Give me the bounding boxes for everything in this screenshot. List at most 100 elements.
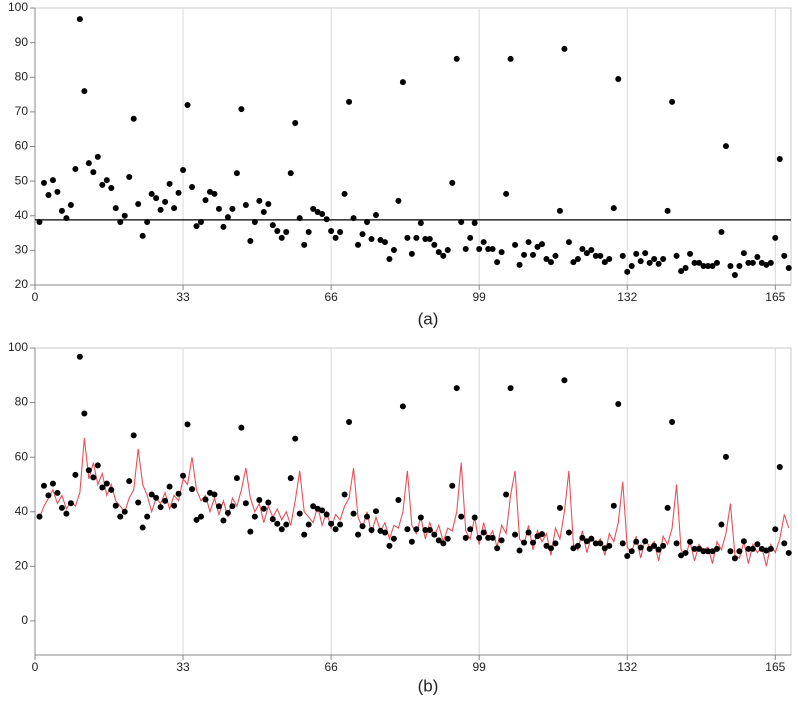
y-tick-label: 40 bbox=[15, 504, 29, 518]
data-point bbox=[198, 218, 205, 225]
data-point bbox=[754, 253, 761, 260]
data-point bbox=[108, 486, 115, 493]
data-point bbox=[265, 499, 272, 506]
data-point bbox=[144, 513, 151, 520]
data-point bbox=[121, 508, 128, 515]
x-tick-label: 99 bbox=[472, 290, 486, 304]
data-point bbox=[718, 521, 725, 528]
data-point bbox=[341, 491, 348, 498]
data-point bbox=[485, 245, 492, 252]
data-point bbox=[256, 496, 263, 503]
data-point bbox=[736, 262, 743, 269]
data-point bbox=[556, 504, 563, 511]
data-point bbox=[453, 385, 460, 392]
fit-line bbox=[38, 437, 790, 567]
data-point bbox=[525, 239, 532, 246]
data-point bbox=[673, 540, 680, 547]
data-point bbox=[435, 249, 442, 256]
data-point bbox=[458, 218, 465, 225]
data-point bbox=[785, 549, 792, 556]
data-point bbox=[552, 540, 559, 547]
data-point bbox=[189, 184, 196, 191]
data-point bbox=[422, 235, 429, 242]
data-point bbox=[256, 197, 263, 204]
data-point bbox=[364, 513, 371, 520]
data-point bbox=[278, 234, 285, 241]
data-point bbox=[36, 513, 43, 520]
data-point bbox=[521, 539, 528, 546]
data-point bbox=[413, 526, 420, 533]
data-point bbox=[162, 497, 169, 504]
data-point bbox=[713, 545, 720, 552]
data-point bbox=[516, 547, 523, 554]
data-point bbox=[440, 540, 447, 547]
data-point bbox=[776, 155, 783, 162]
data-point bbox=[283, 521, 290, 528]
data-point bbox=[704, 262, 711, 269]
y-tick-label: 80 bbox=[15, 69, 29, 83]
data-point bbox=[498, 249, 505, 256]
data-point bbox=[350, 215, 357, 222]
data-point bbox=[494, 545, 501, 552]
data-point bbox=[130, 432, 137, 439]
data-point bbox=[754, 541, 761, 548]
data-point bbox=[543, 256, 550, 263]
data-point bbox=[727, 548, 734, 555]
data-point bbox=[251, 513, 258, 520]
data-point bbox=[305, 229, 312, 236]
data-point bbox=[157, 206, 164, 213]
data-point bbox=[512, 241, 519, 248]
data-point bbox=[655, 546, 662, 553]
data-point bbox=[404, 234, 411, 241]
data-point bbox=[85, 467, 92, 474]
data-point bbox=[687, 538, 694, 545]
data-point bbox=[646, 545, 653, 552]
data-point bbox=[296, 215, 303, 222]
data-point bbox=[444, 247, 451, 254]
data-point bbox=[112, 502, 119, 509]
data-point bbox=[574, 542, 581, 549]
data-point bbox=[278, 526, 285, 533]
data-point bbox=[206, 188, 213, 195]
data-point bbox=[390, 535, 397, 542]
data-point bbox=[776, 463, 783, 470]
data-point bbox=[76, 16, 83, 23]
data-point bbox=[184, 421, 191, 428]
data-point bbox=[193, 223, 200, 230]
data-point bbox=[117, 513, 124, 520]
data-point bbox=[785, 265, 792, 272]
data-point bbox=[368, 527, 375, 534]
data-point bbox=[534, 533, 541, 540]
data-point bbox=[220, 223, 227, 230]
data-point bbox=[171, 502, 178, 509]
data-point bbox=[570, 259, 577, 266]
data-point bbox=[76, 353, 83, 360]
data-point bbox=[462, 534, 469, 541]
data-point bbox=[359, 231, 366, 238]
data-point bbox=[619, 252, 626, 259]
data-point bbox=[135, 499, 142, 506]
data-point bbox=[211, 491, 218, 498]
data-point bbox=[781, 540, 788, 547]
data-point bbox=[642, 538, 649, 545]
data-point bbox=[781, 252, 788, 259]
data-point bbox=[238, 424, 245, 431]
x-tick-label: 165 bbox=[765, 290, 785, 304]
data-point bbox=[67, 202, 74, 209]
data-point bbox=[166, 483, 173, 490]
data-point bbox=[682, 265, 689, 272]
data-point bbox=[745, 545, 752, 552]
data-point bbox=[615, 400, 622, 407]
data-point bbox=[287, 475, 294, 482]
data-point bbox=[530, 251, 537, 258]
data-point bbox=[449, 179, 456, 186]
data-point bbox=[171, 205, 178, 212]
data-point bbox=[489, 245, 496, 252]
data-point bbox=[85, 160, 92, 167]
data-point bbox=[669, 98, 676, 105]
data-point bbox=[49, 480, 56, 487]
y-tick-label: 50 bbox=[15, 173, 29, 187]
x-tick-label: 66 bbox=[324, 290, 338, 304]
